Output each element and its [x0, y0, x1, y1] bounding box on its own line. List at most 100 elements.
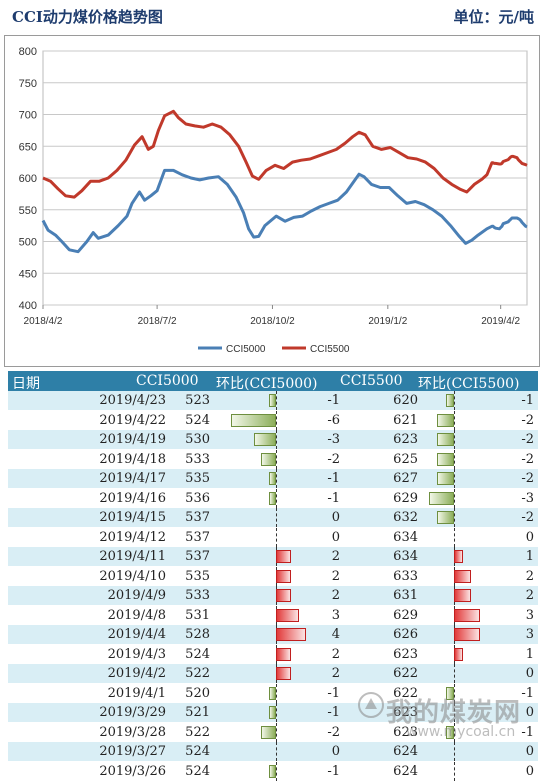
x-tick-label: 2019/4/2: [481, 316, 520, 327]
row-change-cci5000: 2: [332, 569, 340, 584]
row-change-cci5500: 2: [526, 569, 534, 584]
change-axis: [454, 411, 455, 430]
row-date: 2019/4/8: [108, 608, 166, 623]
change-axis: [454, 450, 455, 469]
row-change-cci5000: -1: [327, 491, 340, 506]
row-change-cci5500: 2: [526, 588, 534, 603]
change-bar-positive: [276, 628, 306, 641]
row-change-cci5000: 0: [332, 744, 340, 759]
change-bar-negative: [261, 453, 276, 466]
row-change-cci5500: -2: [521, 413, 534, 428]
row-cci5000: 533: [185, 588, 210, 603]
row-cci5500: 621: [393, 413, 418, 428]
row-cci5500: 620: [393, 393, 418, 408]
change-bar-positive: [454, 628, 480, 641]
row-cci5500: 626: [393, 627, 418, 642]
y-tick-label: 600: [19, 173, 37, 185]
y-tick-label: 700: [19, 110, 37, 122]
row-change-cci5000: 4: [332, 627, 340, 642]
x-tick-label: 2018/7/2: [138, 316, 177, 327]
change-bar-negative: [437, 453, 454, 466]
change-bar-positive: [276, 550, 291, 563]
row-cci5000: 520: [185, 686, 210, 701]
change-bar-positive: [276, 648, 291, 661]
row-change-cci5000: 0: [332, 530, 340, 545]
row-change-cci5000: -2: [327, 725, 340, 740]
change-axis: [276, 703, 277, 722]
row-change-cci5500: 0: [526, 666, 534, 681]
row-change-cci5500: -3: [521, 491, 534, 506]
unit-label: 单位：元/吨: [454, 6, 534, 27]
row-cci5500: 631: [393, 588, 418, 603]
change-bar-negative: [269, 472, 277, 485]
change-axis: [276, 762, 277, 781]
change-bar-positive: [276, 667, 291, 680]
row-cci5000: 537: [185, 549, 210, 564]
change-bar-negative: [437, 414, 454, 427]
row-cci5500: 633: [393, 569, 418, 584]
row-cci5500: 634: [393, 549, 418, 564]
change-axis: [276, 430, 277, 449]
row-cci5000: 521: [185, 705, 210, 720]
row-cci5500: 634: [393, 530, 418, 545]
change-axis: [454, 489, 455, 508]
change-axis: [454, 762, 455, 781]
table-header: 日期 CCI5000 环比(CCI5000) CCI5500 环比(CCI550…: [8, 371, 538, 391]
row-cci5000: 524: [185, 744, 210, 759]
y-tick-label: 750: [19, 78, 37, 90]
row-cci5500: 623: [393, 432, 418, 447]
row-date: 2019/4/17: [99, 471, 166, 486]
change-bar-positive: [276, 570, 291, 583]
row-change-cci5000: 2: [332, 588, 340, 603]
row-date: 2019/4/3: [108, 647, 166, 662]
change-axis: [276, 528, 277, 547]
change-bar-negative: [437, 472, 454, 485]
row-change-cci5500: 3: [526, 627, 534, 642]
row-change-cci5000: 0: [332, 510, 340, 525]
row-change-cci5000: -3: [327, 432, 340, 447]
header-cci5000: CCI5000: [136, 373, 199, 389]
change-bar-positive: [454, 589, 471, 602]
change-bar-negative: [446, 394, 455, 407]
legend-label-cci5000: CCI5000: [226, 344, 266, 355]
y-tick-label: 550: [19, 205, 37, 217]
row-date: 2019/4/15: [99, 510, 166, 525]
row-change-cci5000: -2: [327, 452, 340, 467]
page-title: CCI动力煤价格趋势图: [12, 6, 163, 27]
change-bar-negative: [261, 726, 276, 739]
change-bar-positive: [454, 609, 480, 622]
x-tick-label: 2019/1/2: [368, 316, 407, 327]
change-axis: [454, 664, 455, 683]
change-bar-negative: [269, 687, 277, 700]
row-change-cci5500: 0: [526, 764, 534, 779]
row-change-cci5500: 1: [526, 647, 534, 662]
change-axis: [276, 450, 277, 469]
row-change-cci5500: -2: [521, 432, 534, 447]
change-bar-negative: [437, 511, 454, 524]
header-cci5500: CCI5500: [340, 373, 403, 389]
row-change-cci5500: 3: [526, 608, 534, 623]
row-change-cci5000: -6: [327, 413, 340, 428]
row-change-cci5000: 2: [332, 666, 340, 681]
change-axis: [276, 723, 277, 742]
coal-logo-icon: [358, 692, 384, 718]
change-bar-positive: [454, 648, 463, 661]
row-date: 2019/4/1: [108, 686, 166, 701]
row-change-cci5500: 1: [526, 549, 534, 564]
change-bar-negative: [269, 492, 277, 505]
row-change-cci5500: -1: [521, 393, 534, 408]
row-cci5000: 537: [185, 510, 210, 525]
row-change-cci5000: -1: [327, 393, 340, 408]
change-bar-positive: [276, 589, 291, 602]
row-cci5000: 522: [185, 725, 210, 740]
x-tick-label: 2018/10/2: [250, 316, 295, 327]
y-tick-label: 500: [19, 237, 37, 249]
